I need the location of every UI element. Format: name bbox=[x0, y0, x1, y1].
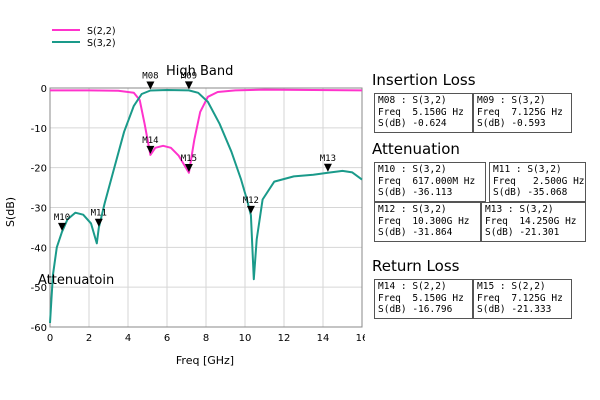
marker-box-m15: M15 : S(2,2) Freq 7.125G Hz S(dB) -21.33… bbox=[473, 279, 572, 319]
marker-label-m10: M10 bbox=[54, 213, 70, 223]
m14-line3: S(dB) -16.796 bbox=[378, 304, 453, 315]
m10-line3: S(dB) -36.113 bbox=[378, 187, 453, 198]
marker-triangle-m11 bbox=[94, 218, 103, 227]
y-tick-label: -10 bbox=[31, 124, 47, 135]
marker-label-m11: M11 bbox=[91, 209, 107, 219]
legend-label-s32: S(3,2) bbox=[87, 38, 116, 49]
marker-box-m10: M10 : S(3,2) Freq 617.000M Hz S(dB) -36.… bbox=[374, 162, 486, 202]
x-tick-label: 12 bbox=[278, 333, 291, 344]
x-tick-label: 16 bbox=[356, 333, 365, 344]
marker-triangle-m10 bbox=[58, 222, 66, 231]
y-tick-label: -20 bbox=[31, 164, 47, 175]
marker-label-m12: M12 bbox=[243, 196, 259, 206]
series-line-S32 bbox=[49, 89, 363, 324]
marker-triangle-m14 bbox=[146, 145, 155, 154]
insertion-loss-title: Insertion Loss bbox=[372, 71, 476, 89]
m15-line2: Freq 7.125G Hz bbox=[477, 292, 563, 304]
y-tick-label: -50 bbox=[31, 283, 47, 294]
annotation-attenuation: Attenuatoin bbox=[38, 273, 114, 288]
m09-line2: Freq 7.125G Hz bbox=[477, 106, 563, 118]
m13-line1: M13 : S(3,2) bbox=[485, 204, 554, 215]
m09-line3: S(dB) -0.593 bbox=[477, 118, 546, 129]
y-tick-label: -30 bbox=[31, 204, 47, 215]
x-tick-label: 8 bbox=[203, 333, 209, 344]
x-tick-label: 4 bbox=[125, 333, 131, 344]
x-tick-label: 6 bbox=[164, 333, 170, 344]
m14-line1: M14 : S(2,2) bbox=[378, 281, 447, 292]
y-tick-label: -40 bbox=[31, 243, 47, 254]
marker-box-m11: M11 : S(3,2) Freq 2.500G Hz S(dB) -35.06… bbox=[489, 162, 586, 202]
attenuation-title: Attenuation bbox=[372, 140, 460, 158]
y-axis-label: S(dB) bbox=[4, 197, 17, 227]
y-tick-label: 0 bbox=[41, 84, 47, 95]
m11-line3: S(dB) -35.068 bbox=[493, 187, 568, 198]
marker-box-m14: M14 : S(2,2) Freq 5.150G Hz S(dB) -16.79… bbox=[374, 279, 473, 319]
m10-line1: M10 : S(3,2) bbox=[378, 164, 447, 175]
tick-layer: 0 2 4 6 8 10 12 14 16 0 -10 -20 -30 -40 -50 -60 bbox=[31, 84, 365, 344]
x-tick-label: 10 bbox=[239, 333, 252, 344]
marker-label-m08: M08 bbox=[142, 71, 158, 81]
annotation-high-band: High Band bbox=[166, 64, 233, 79]
marker-triangle-m12 bbox=[246, 205, 255, 214]
marker-triangle-m13 bbox=[323, 163, 332, 172]
grid bbox=[49, 87, 363, 328]
marker-label-m15: M15 bbox=[181, 154, 197, 164]
m11-line1: M11 : S(3,2) bbox=[493, 164, 562, 175]
marker-layer: M08 M09 M10 M11 M12 M13 M14 M15 bbox=[54, 71, 336, 231]
series-layer bbox=[49, 88, 363, 324]
m12-line2: Freq 10.300G Hz bbox=[378, 215, 470, 227]
marker-box-m12: M12 : S(3,2) Freq 10.300G Hz S(dB) -31.8… bbox=[374, 202, 481, 242]
m08-line3: S(dB) -0.624 bbox=[378, 118, 447, 129]
m15-line1: M15 : S(2,2) bbox=[477, 281, 546, 292]
m08-line1: M08 : S(3,2) bbox=[378, 95, 447, 106]
marker-triangle-m08 bbox=[146, 81, 155, 90]
marker-label-m14: M14 bbox=[142, 136, 158, 146]
return-loss-title: Return Loss bbox=[372, 257, 460, 275]
m13-line3: S(dB) -21.301 bbox=[485, 227, 560, 238]
m08-line2: Freq 5.150G Hz bbox=[378, 106, 464, 118]
m15-line3: S(dB) -21.333 bbox=[477, 304, 552, 315]
marker-box-m08: M08 : S(3,2) Freq 5.150G Hz S(dB) -0.624 bbox=[374, 93, 473, 133]
m10-line2: Freq 617.000M Hz bbox=[378, 175, 476, 187]
marker-box-m13: M13 : S(3,2) Freq 14.250G Hz S(dB) -21.3… bbox=[481, 202, 586, 242]
marker-label-m09: M09 bbox=[181, 71, 197, 81]
x-tick-label: 14 bbox=[317, 333, 330, 344]
m13-line2: Freq 14.250G Hz bbox=[485, 215, 577, 227]
m14-line2: Freq 5.150G Hz bbox=[378, 292, 464, 304]
m11-line2: Freq 2.500G Hz bbox=[493, 175, 585, 187]
marker-triangle-m09 bbox=[184, 81, 193, 90]
y-tick-label: -60 bbox=[31, 323, 47, 334]
x-axis-label: Freq [GHz] bbox=[176, 354, 234, 367]
m12-line3: S(dB) -31.864 bbox=[378, 227, 453, 238]
plot-area bbox=[49, 87, 363, 328]
m12-line1: M12 : S(3,2) bbox=[378, 204, 447, 215]
marker-box-m09: M09 : S(3,2) Freq 7.125G Hz S(dB) -0.593 bbox=[473, 93, 572, 133]
x-tick-label: 2 bbox=[86, 333, 92, 344]
marker-label-m13: M13 bbox=[320, 154, 336, 164]
series-line-S22 bbox=[50, 88, 363, 174]
legend-label-s22: S(2,2) bbox=[87, 26, 116, 37]
marker-triangle-m15 bbox=[184, 164, 193, 172]
x-tick-label: 0 bbox=[47, 333, 53, 344]
m09-line1: M09 : S(3,2) bbox=[477, 95, 546, 106]
